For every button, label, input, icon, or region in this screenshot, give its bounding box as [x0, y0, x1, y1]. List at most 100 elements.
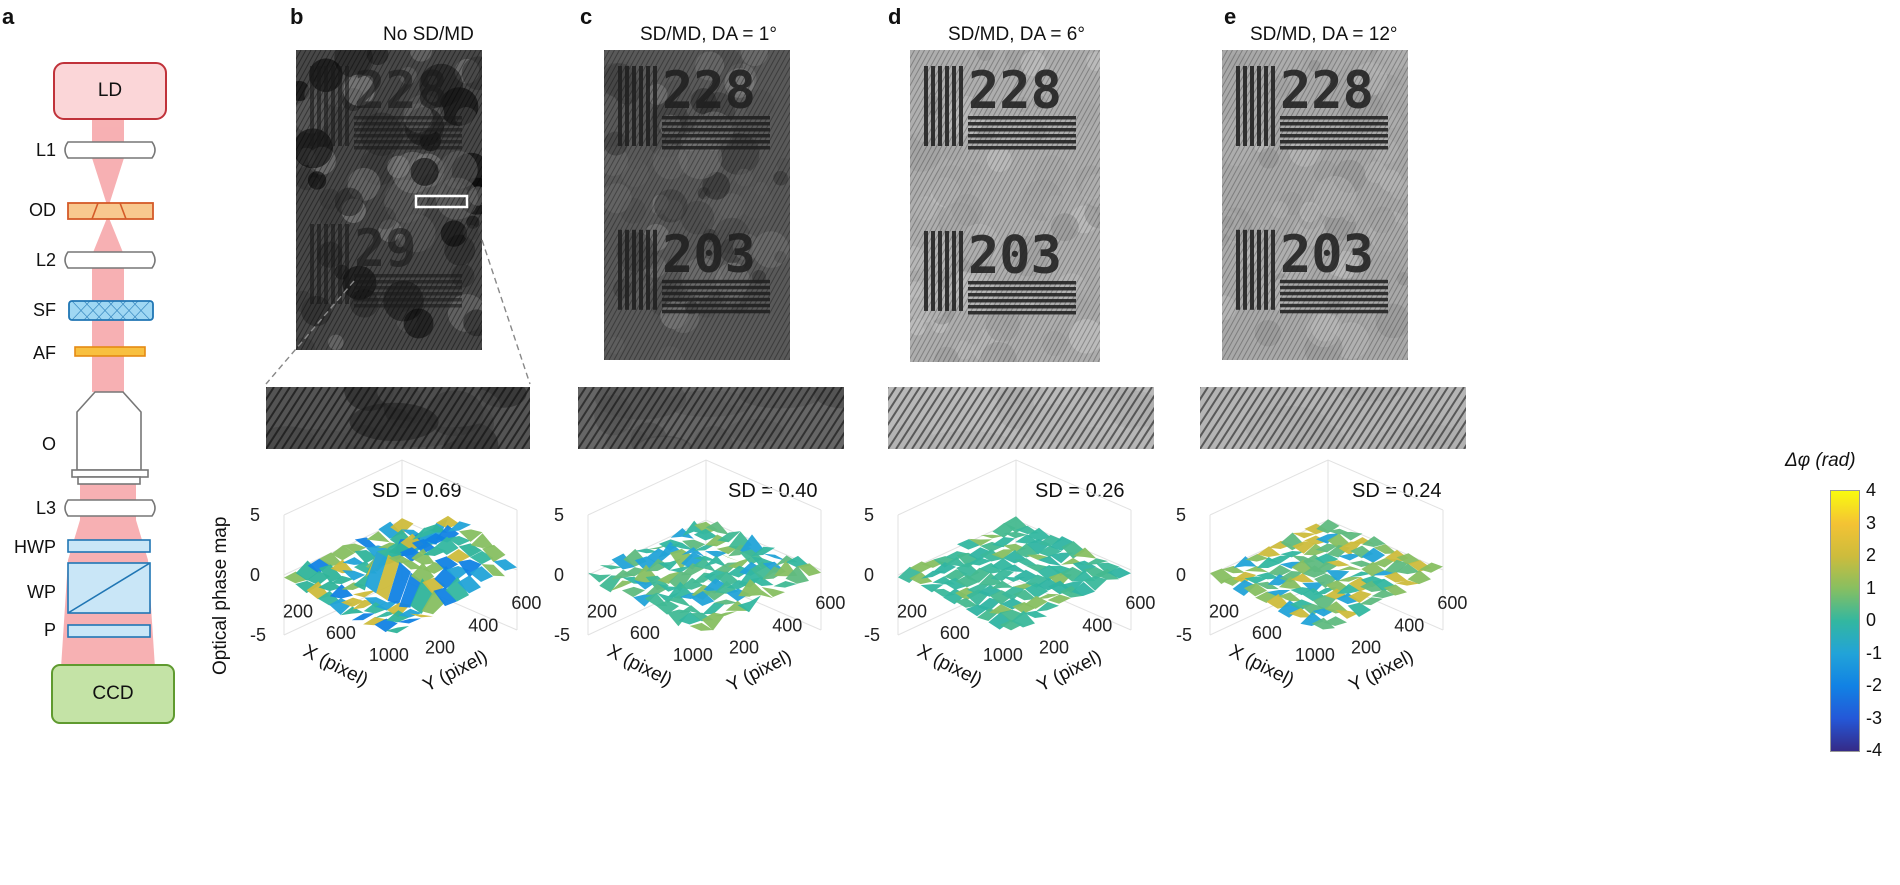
x-tick-label: 200 — [897, 602, 927, 622]
ccd-camera-box — [51, 664, 175, 724]
spatial-filter — [68, 300, 154, 321]
z-tick-label: 0 — [864, 565, 874, 585]
panel-b-caption: No SD/MD — [383, 24, 474, 45]
label-hwp: HWP — [14, 537, 56, 557]
label-l1: L1 — [35, 140, 56, 160]
y-tick-label: 400 — [1394, 615, 1424, 635]
y-tick-label: 600 — [1437, 593, 1467, 613]
z-tick-label: 0 — [250, 565, 260, 585]
optical-diffuser — [67, 202, 154, 220]
panel-b-zoom-strip — [225, 367, 603, 469]
label-o: O — [41, 434, 56, 454]
x-tick-label: 200 — [587, 602, 617, 622]
lens-l1 — [64, 141, 156, 159]
panel-d-sd-value: SD = 0.26 — [1035, 480, 1125, 502]
z-tick-label: -5 — [864, 625, 880, 645]
panel-c-letter: c — [580, 4, 593, 29]
x-tick-label: 1000 — [1295, 645, 1335, 665]
x-tick-label: 600 — [940, 623, 970, 643]
x-tick-label: 1000 — [983, 645, 1023, 665]
panel-a-letter: a — [2, 4, 15, 29]
colorbar-tick: -3 — [1866, 707, 1883, 728]
colorbar — [1830, 490, 1860, 752]
colorbar-tick: -2 — [1866, 675, 1883, 695]
colorbar-tick: 3 — [1866, 512, 1877, 533]
x-tick-label: 1000 — [673, 645, 713, 665]
colorbar-tick: -1 — [1866, 642, 1883, 663]
label-l3: L3 — [35, 498, 56, 518]
panel-e-letter: e — [1224, 4, 1237, 29]
x-axis-label: X (pixel) — [300, 641, 372, 691]
label-wp: WP — [27, 582, 56, 602]
y-tick-label: 200 — [1039, 638, 1069, 658]
label-sf: SF — [32, 300, 56, 320]
panel-c-sd-value: SD = 0.40 — [728, 480, 818, 502]
panel-d-letter: d — [888, 4, 902, 29]
target-number-bottom: 203 — [1280, 225, 1374, 285]
polarizer — [67, 624, 151, 638]
zoom-strip-image — [847, 374, 1233, 468]
y-tick-label: 600 — [1125, 593, 1155, 613]
panel-b-letter: b — [290, 4, 304, 29]
y-tick-label: 600 — [511, 593, 541, 613]
colorbar-tick: -4 — [1866, 740, 1883, 760]
x-axis-label: X (pixel) — [914, 641, 986, 691]
y-tick-label: 400 — [1082, 615, 1112, 635]
label-od: OD — [29, 200, 56, 220]
target-number-top: 228 — [354, 61, 448, 121]
label-l2: L2 — [35, 250, 56, 270]
x-tick-label: 200 — [1209, 602, 1239, 622]
colorbar-tick: 4 — [1866, 480, 1877, 500]
objective-lens — [71, 391, 149, 485]
colorbar-tick: 0 — [1866, 610, 1877, 630]
z-tick-label: -5 — [554, 625, 570, 645]
z-tick-label: 5 — [554, 505, 564, 525]
panel-d-zoom-strip — [847, 374, 1233, 468]
half-wave-plate — [67, 539, 151, 553]
target-number-bottom: 29 — [354, 219, 417, 279]
panel-d-caption: SD/MD, DA = 6° — [948, 24, 1085, 45]
hologram-image: 228 203 — [911, 32, 1578, 368]
aperture-filter — [74, 346, 146, 357]
colorbar-tick: 1 — [1866, 577, 1877, 598]
optical-setup-diagram — [51, 62, 175, 724]
z-tick-label: -5 — [1176, 625, 1192, 645]
panel-e-sd-value: SD = 0.24 — [1352, 480, 1442, 502]
label-ccd: CCD — [92, 683, 134, 704]
panel-c-caption: SD/MD, DA = 1° — [640, 24, 777, 45]
target-number-bottom: 203 — [968, 226, 1062, 286]
z-tick-label: 0 — [554, 565, 564, 585]
x-tick-label: 1000 — [369, 645, 409, 665]
zoom-strip-image — [225, 367, 603, 469]
lens-l2 — [64, 251, 156, 269]
colorbar-title-text: Δφ (rad) — [1785, 450, 1856, 471]
target-number-top: 228 — [662, 61, 756, 121]
target-number-top: 228 — [1280, 61, 1374, 121]
z-tick-label: 5 — [250, 505, 260, 525]
y-tick-label: 600 — [815, 593, 845, 613]
label-p: P — [43, 620, 56, 640]
z-tick-label: -5 — [250, 625, 266, 645]
panel-e-hologram: 228 203 — [911, 32, 1578, 368]
label-ld: LD — [97, 80, 123, 101]
lens-l3 — [64, 499, 156, 517]
y-tick-label: 200 — [425, 638, 455, 658]
colorbar-ticks: 4 3 2 1 0 -1 -2 -3 -4 — [1866, 480, 1900, 760]
z-tick-label: 5 — [1176, 505, 1186, 525]
y-tick-label: 400 — [772, 615, 802, 635]
y-tick-label: 400 — [468, 615, 498, 635]
z-tick-label: 0 — [1176, 565, 1186, 585]
target-number-top: 228 — [968, 61, 1062, 121]
target-number-bottom: 203 — [662, 225, 756, 285]
panel-e-caption: SD/MD, DA = 12° — [1250, 24, 1398, 45]
y-tick-label: 200 — [1351, 638, 1381, 658]
panel-b-sd-value: SD = 0.69 — [372, 480, 462, 502]
z-tick-label: 5 — [864, 505, 874, 525]
phase-map-axis-label: Optical phase map — [210, 516, 231, 675]
y-tick-label: 200 — [729, 638, 759, 658]
x-axis-label: X (pixel) — [604, 641, 676, 691]
